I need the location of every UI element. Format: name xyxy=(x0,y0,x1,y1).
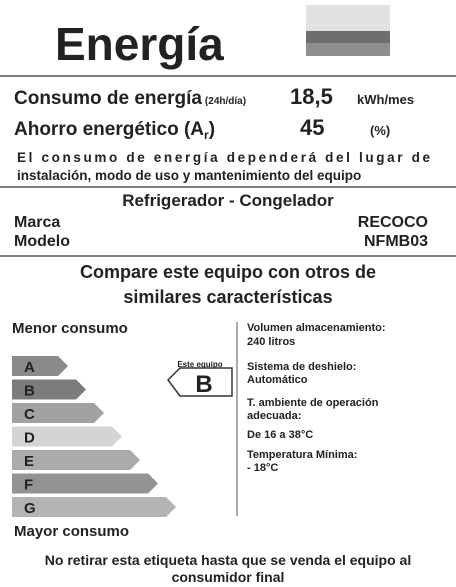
scale-letter: F xyxy=(24,477,33,494)
consumption-label: Consumo de energía (24h/día) xyxy=(14,88,246,109)
footer-line: No retirar esta etiqueta hasta que se ve… xyxy=(45,552,411,568)
scale-letter: A xyxy=(24,359,35,376)
compare-line: similares características xyxy=(123,287,332,307)
consumption-unit: kWh/mes xyxy=(357,92,414,107)
brand-label: Marca xyxy=(14,214,60,231)
scale-top-label: Menor consumo xyxy=(12,320,128,337)
spec-text: Sistema de deshielo: xyxy=(247,361,356,373)
saving-label: Ahorro energético (Ar) xyxy=(14,119,215,142)
this-class: B xyxy=(195,371,212,398)
scale-letter: B xyxy=(24,383,35,400)
brand: RECOCO xyxy=(358,214,428,231)
specs: Volumen almacenamiento: 240 litros Sistema… xyxy=(247,322,386,474)
scale-letter: E xyxy=(24,453,34,470)
scale-bar xyxy=(12,497,176,517)
footer-line: consumidor final xyxy=(172,569,285,585)
scale-bar xyxy=(12,379,86,400)
spec-text: - 18°C xyxy=(247,462,278,474)
product-type: Refrigerador - Congelador xyxy=(122,191,334,210)
scale-bar xyxy=(12,473,158,494)
flag-top xyxy=(306,5,390,31)
this-label: Este equipo xyxy=(177,360,222,369)
notice-line: El consumo de energía dependerá del luga… xyxy=(17,150,430,165)
spec-text: De 16 a 38°C xyxy=(247,429,313,441)
scale-bottom-label: Mayor consumo xyxy=(14,523,129,540)
scale-bar xyxy=(12,403,104,423)
flag-bottom xyxy=(306,43,390,56)
spec-text: Temperatura Mínima: xyxy=(247,449,357,461)
model-label: Modelo xyxy=(14,233,70,250)
spec-text: Automático xyxy=(247,374,308,386)
this-arrow xyxy=(167,367,233,397)
consumption-value: 18,5 xyxy=(290,84,333,109)
spec-text: Volumen almacenamiento: xyxy=(247,322,386,334)
model: NFMB03 xyxy=(364,233,428,250)
spec-text: 240 litros xyxy=(247,336,295,348)
notice-line: instalación, modo de uso y mantenimiento… xyxy=(17,168,361,183)
scale-bar xyxy=(12,426,122,447)
scale-letter: C xyxy=(24,406,35,423)
saving-unit: (%) xyxy=(370,123,390,138)
scale-letter: G xyxy=(24,500,36,517)
scale-letter: D xyxy=(24,430,35,447)
scale-bar xyxy=(12,450,140,470)
spec-text: adecuada: xyxy=(247,410,301,422)
scale-bar xyxy=(12,356,68,376)
title: Energía xyxy=(55,18,224,70)
compare-line: Compare este equipo con otros de xyxy=(80,262,376,282)
flag-middle xyxy=(306,31,390,43)
saving-value: 45 xyxy=(300,115,324,140)
spec-text: T. ambiente de operación xyxy=(247,397,379,409)
